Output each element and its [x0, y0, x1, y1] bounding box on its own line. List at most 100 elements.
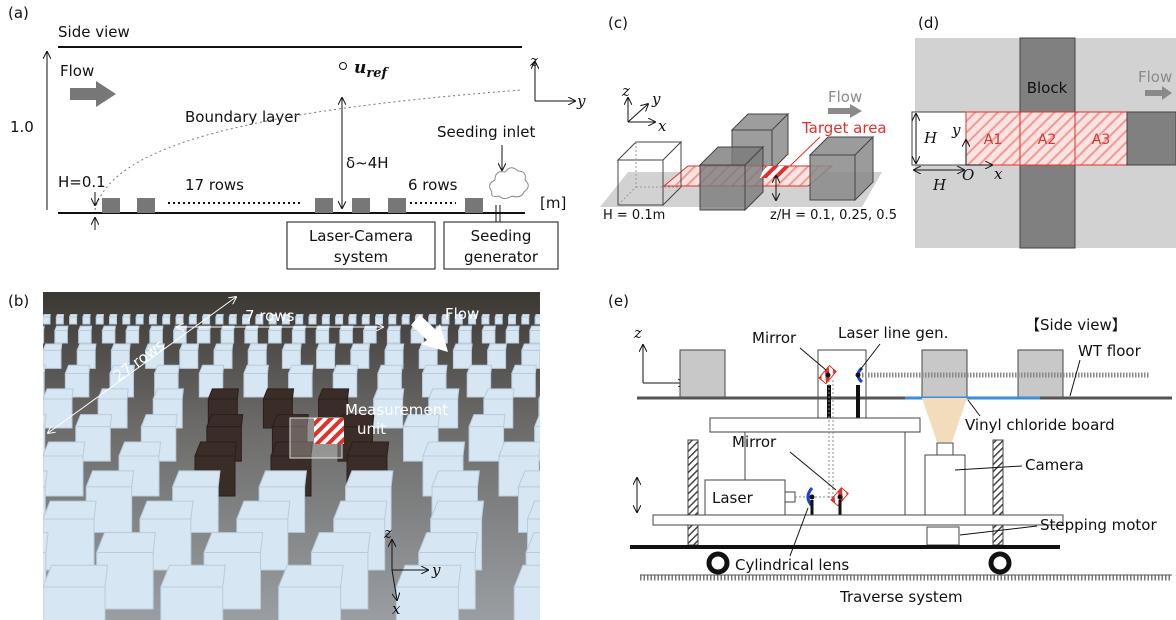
photo-cube — [387, 326, 400, 343]
block — [315, 198, 333, 213]
u-ref-base: u — [354, 58, 366, 78]
photo-cube — [30, 315, 37, 324]
rows-7: 7 rows — [245, 307, 295, 325]
seed-cloud — [490, 168, 529, 199]
cube — [700, 147, 763, 210]
photo-cube — [43, 501, 96, 570]
delta-label: δ∼4H — [346, 154, 389, 172]
photo-cube — [43, 315, 50, 324]
boundary-layer-label: Boundary layer — [185, 108, 300, 126]
photo-cube — [340, 326, 353, 343]
heights: z/H = 0.1, 0.25, 0.5 — [770, 208, 897, 223]
cube — [810, 137, 873, 200]
block — [352, 198, 370, 213]
area-label: A1 — [984, 132, 1002, 148]
photo-cube — [269, 326, 282, 343]
photo-cube — [539, 389, 569, 428]
wheel — [709, 554, 727, 572]
seeding-inlet-label: Seeding inlet — [437, 123, 536, 141]
photo-cube — [279, 565, 343, 620]
area-label: A2 — [1038, 132, 1056, 148]
block-label: Block — [1027, 79, 1068, 97]
photo-cube — [535, 415, 571, 462]
photo-cube — [163, 315, 170, 324]
photo-cube — [102, 326, 115, 343]
photo-cube — [362, 315, 369, 324]
unit-label: [m] — [540, 194, 566, 212]
photo-cube — [309, 315, 316, 324]
photo-cube — [245, 326, 258, 343]
photo-cube — [10, 415, 46, 462]
flow-label: Flow — [1138, 68, 1172, 86]
stepping-motor — [927, 527, 959, 545]
flow-arrow — [70, 81, 116, 107]
photo-cube — [509, 315, 516, 324]
axis-y: y — [576, 92, 586, 110]
panel-label: (b) — [8, 292, 29, 310]
u-ref-sub: ref — [366, 66, 389, 81]
photo-cube — [512, 365, 536, 397]
panel-label: (a) — [8, 4, 29, 22]
photo-cube — [79, 326, 92, 343]
u-ref-marker — [340, 63, 347, 70]
photo-cube — [0, 533, 48, 609]
stepping-motor-label: Stepping motor — [1040, 516, 1157, 534]
rows-17: 17 rows — [185, 176, 244, 194]
photo-cube — [43, 442, 85, 496]
wheel — [991, 554, 1009, 572]
rail-post — [993, 440, 1003, 545]
photo-cube — [149, 315, 156, 324]
panel-label: (e) — [608, 292, 629, 310]
panel-label: (c) — [608, 14, 628, 32]
axis-z: z — [383, 524, 392, 542]
photo-cube — [349, 315, 356, 324]
flow-label: Flow — [445, 305, 479, 323]
photo-cube — [70, 315, 77, 324]
panel-b: (b) 27 rows 7 rows Flow Measurement unit… — [0, 292, 585, 620]
photo-cube — [296, 315, 303, 324]
photo-cube — [364, 326, 377, 343]
side-view: 【Side view】 — [1025, 316, 1127, 334]
laser-line-label: Laser line gen. — [838, 324, 948, 342]
box-text: generator — [464, 248, 539, 266]
h-left: H — [923, 129, 938, 147]
photo-cube — [522, 344, 541, 368]
axis-x: x — [658, 117, 667, 135]
photo-cube — [316, 326, 329, 343]
photo-cube — [9, 344, 28, 368]
vinyl-label: Vinyl chloride board — [965, 416, 1115, 434]
panel-a: (a) Side view 1.0 Flow uref Boundary lay… — [8, 4, 586, 269]
h-bottom: H — [932, 176, 947, 194]
photo-cube — [0, 471, 47, 532]
photo-cube — [0, 442, 9, 496]
block — [388, 198, 406, 213]
photo-cube — [96, 315, 103, 324]
figure: (a) Side view 1.0 Flow uref Boundary lay… — [0, 0, 1176, 620]
photo-cube — [530, 326, 543, 343]
photo-cube — [322, 315, 329, 324]
block-height: H=0.1 — [58, 173, 106, 191]
photo-cube — [292, 326, 305, 343]
axis-z: z — [621, 82, 630, 100]
camera-view — [922, 398, 967, 442]
photo-cube — [83, 315, 90, 324]
box-text: Seeding — [471, 227, 532, 245]
photo-cube — [506, 326, 519, 343]
photo-cube — [43, 565, 107, 620]
block — [465, 198, 483, 213]
axis-z: z — [529, 52, 538, 70]
panel-label: (d) — [918, 14, 939, 32]
photo-cube — [376, 315, 383, 324]
measurement-label: Measurement — [345, 401, 448, 419]
photo-cube — [43, 344, 62, 368]
mirror-top: Mirror — [752, 329, 797, 347]
photo-cube — [317, 344, 336, 368]
photo-cube — [180, 344, 199, 368]
photo-cube — [203, 315, 210, 324]
photo-cube — [126, 326, 139, 343]
laser-label: Laser — [712, 489, 754, 507]
wt-floor-label: WT floor — [1078, 342, 1142, 360]
view-label: Side view — [58, 23, 130, 41]
photo-cube — [123, 315, 130, 324]
panel-e: (e) z x Mirror Laser line gen. 【Side vie… — [608, 292, 1172, 606]
